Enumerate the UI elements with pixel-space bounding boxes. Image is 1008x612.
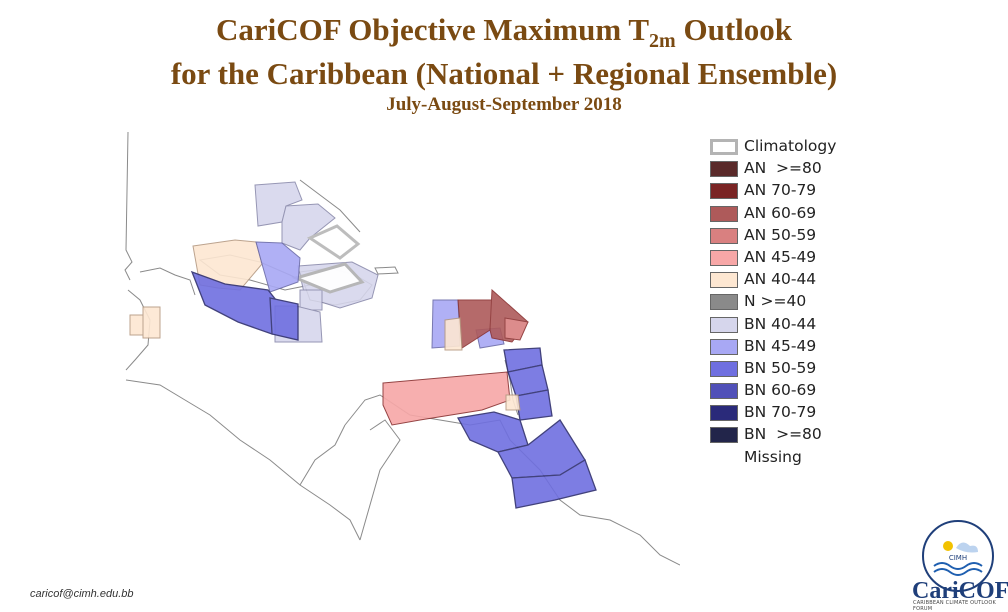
legend-item: BN 50-59 (706, 358, 906, 380)
coastline-panama (299, 424, 346, 486)
region-bahamas-central (281, 203, 336, 251)
legend-swatch (710, 338, 738, 355)
legend-swatch (710, 427, 738, 444)
map-period: July-August-September 2018 (386, 94, 622, 115)
coastline-venezuela-inner (359, 419, 401, 541)
region-trinidad (515, 389, 553, 421)
region-jamaica (269, 297, 299, 341)
legend-label: BN 70-79 (744, 403, 817, 422)
legend-swatch (710, 183, 738, 200)
cimh-logo: CIMH (922, 520, 994, 592)
legend-swatch (710, 227, 738, 244)
legend-label: AN >=80 (744, 159, 822, 178)
legend-label: BN 50-59 (744, 358, 817, 377)
region-barbados (505, 394, 521, 411)
region-antigua (504, 317, 529, 341)
legend-item: N >=40 (706, 291, 906, 313)
legend-label: Climatology (744, 137, 837, 155)
coastline-florida (124, 131, 196, 296)
region-haiti-south (299, 289, 323, 311)
legend-item: AN 70-79 (706, 180, 906, 202)
contact-email: caricof@cimh.edu.bb (30, 588, 134, 600)
legend-item: Missing (706, 447, 906, 469)
legend-swatch (710, 205, 738, 222)
legend-label: BN 45-49 (744, 336, 817, 355)
legend-item: BN 60-69 (706, 380, 906, 402)
region-climatology-east-cuba (291, 262, 365, 294)
legend-label: AN 50-59 (744, 225, 817, 244)
region-cuba-central (255, 241, 301, 293)
region-turks-caicos (306, 224, 361, 260)
legend-label: Missing (744, 447, 802, 466)
caricof-logo-subtitle: CARIBBEAN CLIMATE OUTLOOK FORUM (913, 600, 996, 612)
legend-item: Climatology (706, 136, 906, 158)
legend-item: BN 40-44 (706, 314, 906, 336)
legend-label: AN 45-49 (744, 247, 817, 266)
legend-swatch (710, 360, 738, 377)
coastline-puerto-rico (374, 266, 399, 275)
legend-swatch (710, 161, 738, 178)
legend-label: AN 60-69 (744, 203, 817, 222)
legend-label: BN 60-69 (744, 381, 817, 400)
coastline-central-america (125, 379, 361, 541)
region-suriname (511, 459, 597, 509)
region-belize (142, 306, 161, 339)
legend-swatch (710, 294, 738, 311)
legend-item: AN 45-49 (706, 247, 906, 269)
region-bvi (444, 317, 463, 351)
map-title-line2: for the Caribbean (National + Regional E… (170, 56, 838, 91)
legend-item: BN >=80 (706, 424, 906, 446)
coastline-bahamas (299, 179, 361, 233)
legend-item: AN >=80 (706, 158, 906, 180)
region-yucatan (129, 314, 144, 336)
legend-swatch (710, 272, 738, 289)
legend-label: AN 70-79 (744, 181, 817, 200)
legend-item: BN 45-49 (706, 336, 906, 358)
legend-item: BN 70-79 (706, 402, 906, 424)
legend-label: BN >=80 (744, 425, 822, 444)
legend-swatch (710, 249, 738, 266)
legend-label: N >=40 (744, 292, 807, 311)
legend-label: BN 40-44 (744, 314, 817, 333)
legend-swatch (710, 383, 738, 400)
region-abc-coast (382, 371, 511, 426)
legend-swatch (710, 405, 738, 422)
caricof-logo-text: CariCOF (912, 578, 1008, 604)
legend-item: AN 50-59 (706, 225, 906, 247)
legend-item: AN 40-44 (706, 269, 906, 291)
legend-swatch (710, 139, 738, 155)
caribbean-outlook-map (120, 128, 680, 612)
svg-text:CIMH: CIMH (949, 554, 967, 562)
legend-swatch (710, 316, 738, 333)
map-legend: Climatology AN >=80 AN 70-79 AN 60-69 AN 50-… (706, 136, 906, 469)
legend-label: AN 40-44 (744, 270, 817, 289)
map-title-line1: CariCOF Objective Maximum T2m Outlook (215, 12, 792, 53)
legend-item: AN 60-69 (706, 203, 906, 225)
